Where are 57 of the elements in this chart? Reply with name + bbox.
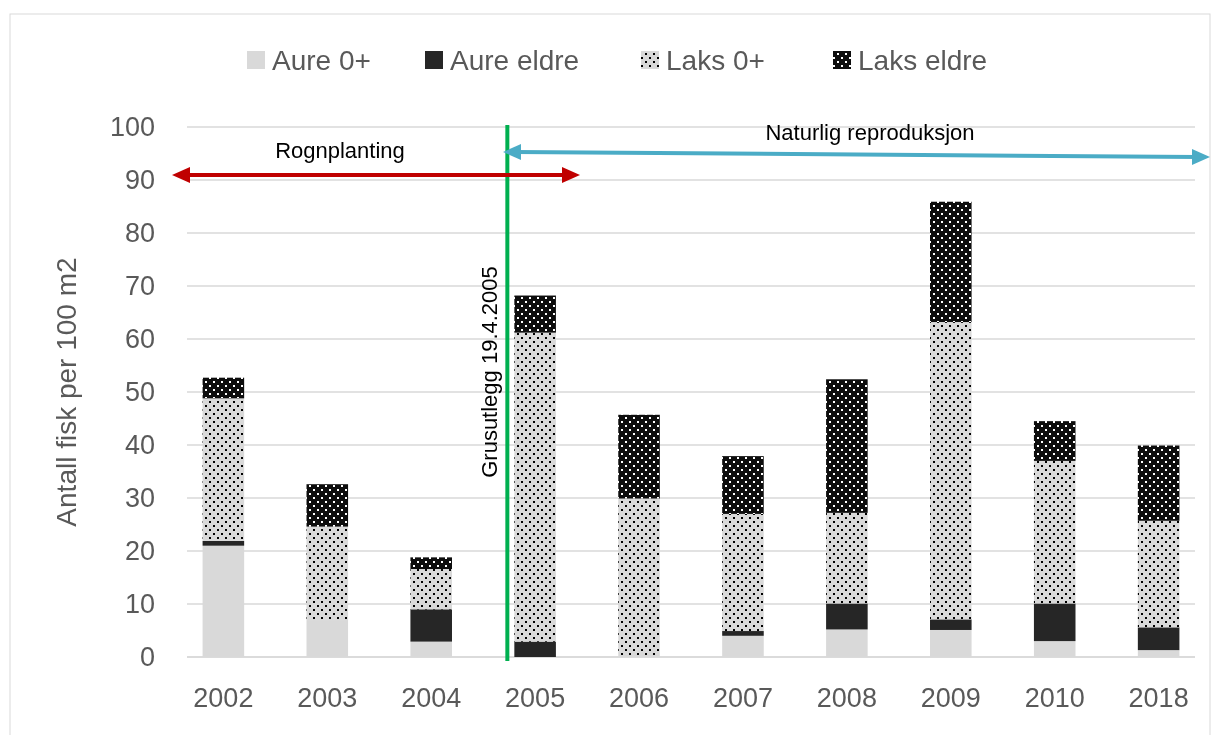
x-tick-label: 2002: [193, 683, 254, 713]
bar: [514, 295, 556, 333]
bar: [306, 526, 349, 621]
bar: [826, 379, 868, 513]
y-axis-title: Antall fisk per 100 m2: [51, 257, 82, 527]
legend-label: Laks eldre: [858, 44, 988, 76]
x-tick-label: 2005: [505, 683, 566, 713]
bar: [722, 631, 764, 636]
x-tick-label: 2018: [1128, 683, 1189, 713]
bar: [410, 569, 452, 610]
bar: [930, 619, 972, 630]
legend-label: Aure 0+: [272, 44, 371, 76]
bar: [930, 322, 972, 620]
y-tick-label: 50: [124, 377, 155, 407]
y-tick-label: 70: [124, 271, 155, 301]
bar: [202, 377, 245, 399]
x-tick-label: 2009: [920, 683, 981, 713]
y-tick-label: 10: [124, 589, 155, 619]
x-tick-label: 2006: [609, 683, 670, 713]
y-tick-label: 100: [109, 112, 155, 142]
bar: [202, 398, 245, 541]
bar: [306, 484, 349, 527]
bar: [930, 201, 972, 323]
x-tick-label: 2010: [1024, 683, 1085, 713]
legend-label: Laks 0+: [666, 44, 765, 76]
bar: [1137, 627, 1180, 651]
y-tick-label: 80: [124, 218, 155, 248]
ref-line-label: Grusutlegg 19.4.2005: [477, 266, 503, 478]
bar: [1033, 460, 1076, 604]
y-tick-label: 0: [139, 642, 155, 672]
bar: [618, 414, 660, 499]
bar: [514, 641, 556, 657]
bar: [722, 456, 764, 514]
x-tick-label: 2003: [297, 683, 358, 713]
y-tick-label: 40: [124, 430, 155, 460]
bar: [1033, 421, 1076, 461]
bar: [826, 603, 868, 630]
bar: [722, 513, 764, 632]
bar: [410, 609, 452, 642]
y-tick-label: 30: [124, 483, 155, 513]
x-tick-label: 2007: [712, 683, 773, 713]
y-tick-label: 60: [124, 324, 155, 354]
bar: [618, 498, 660, 657]
bar: [1033, 603, 1076, 642]
bar: [826, 512, 868, 604]
y-tick-label: 90: [124, 165, 155, 195]
x-tick-label: 2008: [816, 683, 877, 713]
bar: [1137, 445, 1180, 521]
legend-label: Aure eldre: [450, 44, 580, 76]
bar: [1137, 520, 1180, 628]
bar: [514, 332, 556, 642]
annotation: Rognplanting: [275, 138, 405, 163]
bar: [410, 557, 452, 570]
y-tick-label: 20: [124, 536, 155, 566]
x-tick-label: 2004: [401, 683, 462, 713]
annotation: Naturlig reproduksjon: [765, 120, 975, 145]
bar: [202, 540, 245, 546]
